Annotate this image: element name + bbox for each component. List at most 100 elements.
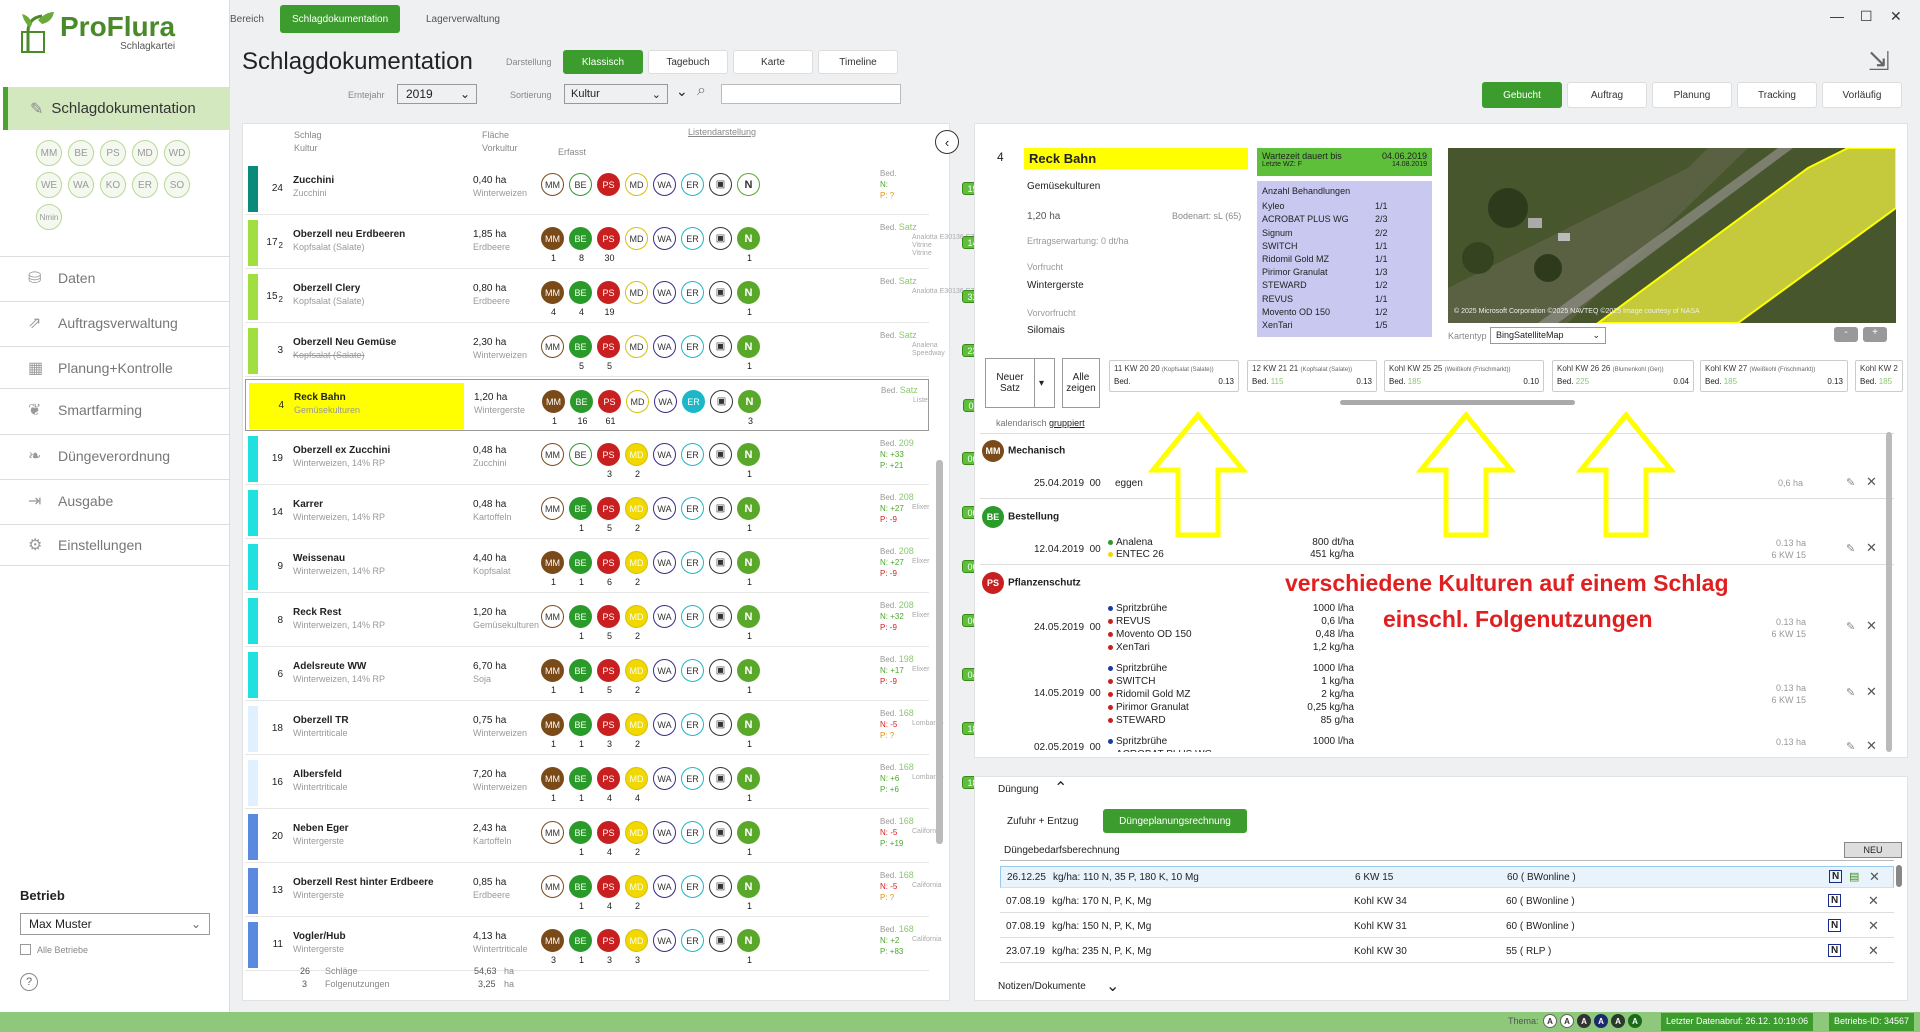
chip-mm[interactable]: MM [541, 497, 564, 520]
calc-icon[interactable]: ▤ [1849, 871, 1860, 883]
table-row[interactable]: 20 Neben Eger Wintergerste 2,43 ha Kartoffel… [245, 811, 942, 863]
minimize-button[interactable]: — [1830, 8, 1844, 24]
chip-md[interactable]: MD [625, 281, 648, 304]
chip-md[interactable]: MD [625, 173, 648, 196]
filter-wa[interactable]: WA [68, 172, 94, 198]
table-row[interactable]: 19 Oberzell ex Zucchini Winterweizen, 14% … [245, 433, 998, 485]
chip-be[interactable]: BE 1 [569, 929, 592, 965]
n-doc-icon[interactable]: N [1828, 944, 1842, 957]
chip-img[interactable]: ▣ [709, 173, 732, 196]
nav-einstellungen[interactable]: ⚙ Einstellungen [0, 524, 229, 566]
table-row[interactable]: 11 Vogler/Hub Wintergerste 4,13 ha Wintertri… [245, 919, 942, 971]
chip-md[interactable]: MD 2 [625, 659, 648, 695]
neu-button[interactable]: NEU [1844, 842, 1902, 858]
nav-ausgabe[interactable]: ⇥ Ausgabe [0, 479, 229, 521]
chip-ps[interactable]: PS 61 [598, 390, 621, 426]
satellite-map[interactable]: © 2025 Microsoft Corporation ©2025 NAVTE… [1448, 148, 1896, 323]
chip-er[interactable]: ER [681, 767, 704, 790]
chip-mm[interactable]: MM 1 [541, 659, 564, 695]
table-row[interactable]: 4 Reck Bahn Gemüsekulturen 1,20 ha Winterger… [245, 379, 999, 431]
chip-er[interactable]: ER [681, 659, 704, 682]
chip-ps[interactable]: PS 3 [597, 929, 620, 965]
delete-icon[interactable]: ✕ [1866, 474, 1877, 489]
chip-ps[interactable]: PS 5 [597, 605, 620, 641]
chip-wa[interactable]: WA [653, 767, 676, 790]
chip-ps[interactable]: PS 4 [597, 875, 620, 911]
chip-nm[interactable]: N [737, 173, 760, 196]
table-row[interactable]: 6 Adelsreute WW Winterweizen, 14% RP 6,70 h… [245, 649, 998, 701]
filter-vorlaeufig[interactable]: Vorläufig [1822, 82, 1902, 108]
chip-er[interactable]: ER [681, 335, 704, 358]
chip-wa[interactable]: WA [653, 605, 676, 628]
table-row[interactable]: 152 Oberzell Clery Kopfsalat (Salate) 0,80 … [245, 271, 998, 323]
neuer-satz-button[interactable]: Neuer Satz ▾ [985, 358, 1055, 408]
filter-ko[interactable]: KO [100, 172, 126, 198]
darstellung-karte[interactable]: Karte [733, 50, 813, 74]
duengung-row[interactable]: 23.07.19 kg/ha: 235 N, P, K, Mg Kohl KW … [1000, 941, 1894, 963]
table-row[interactable]: 18 Oberzell TR Wintertriticale 0,75 ha Winte… [245, 703, 998, 755]
chip-wa[interactable]: WA [653, 713, 676, 736]
activities-scrollbar[interactable] [1886, 432, 1892, 752]
chip-be[interactable]: BE 1 [569, 497, 592, 533]
chip-be[interactable]: BE [569, 443, 592, 466]
chip-img[interactable]: ▣ [709, 605, 732, 628]
table-row[interactable]: 16 Albersfeld Wintertriticale 7,20 ha Winter… [245, 757, 998, 809]
chip-img[interactable]: ▣ [709, 497, 732, 520]
tab-zufuhr[interactable]: Zufuhr + Entzug [1007, 816, 1079, 827]
chip-md[interactable]: MD 4 [625, 767, 648, 803]
chip-md[interactable]: MD [625, 227, 648, 250]
chip-be[interactable]: BE 1 [569, 659, 592, 695]
chip-ps[interactable]: PS 30 [597, 227, 620, 263]
help-icon[interactable]: ? [20, 973, 38, 991]
edit-icon[interactable]: ✎ [1846, 477, 1856, 489]
chevron-down-icon[interactable]: ⌄ [1106, 978, 1120, 995]
chip-mm[interactable]: MM [541, 335, 564, 358]
chip-ps[interactable]: PS 6 [597, 551, 620, 587]
chip-mm[interactable]: MM 1 [541, 713, 564, 749]
kw-card[interactable]: Kohl KW 2 Bed. 185 [1855, 360, 1903, 392]
chip-er[interactable]: ER [681, 821, 704, 844]
chip-wa[interactable]: WA [653, 821, 676, 844]
filter-so[interactable]: SO [164, 172, 190, 198]
chip-img[interactable]: ▣ [709, 875, 732, 898]
chip-be[interactable]: BE 1 [569, 605, 592, 641]
nav-smartfarming[interactable]: ❦ Smartfarming [0, 388, 229, 430]
chip-be[interactable]: BE 1 [569, 875, 592, 911]
duengung-scrollbar[interactable] [1896, 865, 1902, 887]
duengung-row[interactable]: 07.08.19 kg/ha: 170 N, P, K, Mg Kohl KW … [1000, 891, 1894, 913]
chip-be[interactable]: BE 1 [569, 713, 592, 749]
delete-icon[interactable]: ✕ [1866, 618, 1877, 633]
n-doc-icon[interactable]: N [1828, 919, 1842, 932]
darstellung-tagebuch[interactable]: Tagebuch [648, 50, 728, 74]
filter-wd[interactable]: WD [164, 140, 190, 166]
chip-ps[interactable]: PS 3 [597, 443, 620, 479]
nav-auftragsverwaltung[interactable]: ⇗ Auftragsverwaltung [0, 301, 229, 343]
chip-md[interactable]: MD [626, 390, 649, 413]
kw-card[interactable]: Kohl KW 27 (Weißkohl (Frischmarkt)) Bed. … [1700, 360, 1848, 392]
chip-img[interactable]: ▣ [709, 443, 732, 466]
theme-option[interactable]: A [1543, 1014, 1557, 1028]
chip-er[interactable]: ER [681, 443, 704, 466]
filter-mm[interactable]: MM [36, 140, 62, 166]
chip-mm[interactable]: MM 1 [542, 390, 565, 426]
chip-wa[interactable]: WA [653, 227, 676, 250]
chip-mm[interactable]: MM [541, 605, 564, 628]
close-button[interactable]: ✕ [1890, 8, 1902, 24]
nav-duengeverordnung[interactable]: ❧ Düngeverordnung [0, 434, 229, 476]
chip-ps[interactable]: PS 5 [597, 335, 620, 371]
edit-icon[interactable]: ✎ [1846, 741, 1856, 752]
logout-icon[interactable]: ⇲ [1868, 46, 1890, 76]
chip-img[interactable]: ▣ [709, 335, 732, 358]
chip-be[interactable]: BE 1 [569, 551, 592, 587]
chip-wa[interactable]: WA [653, 659, 676, 682]
chip-img[interactable]: ▣ [709, 929, 732, 952]
